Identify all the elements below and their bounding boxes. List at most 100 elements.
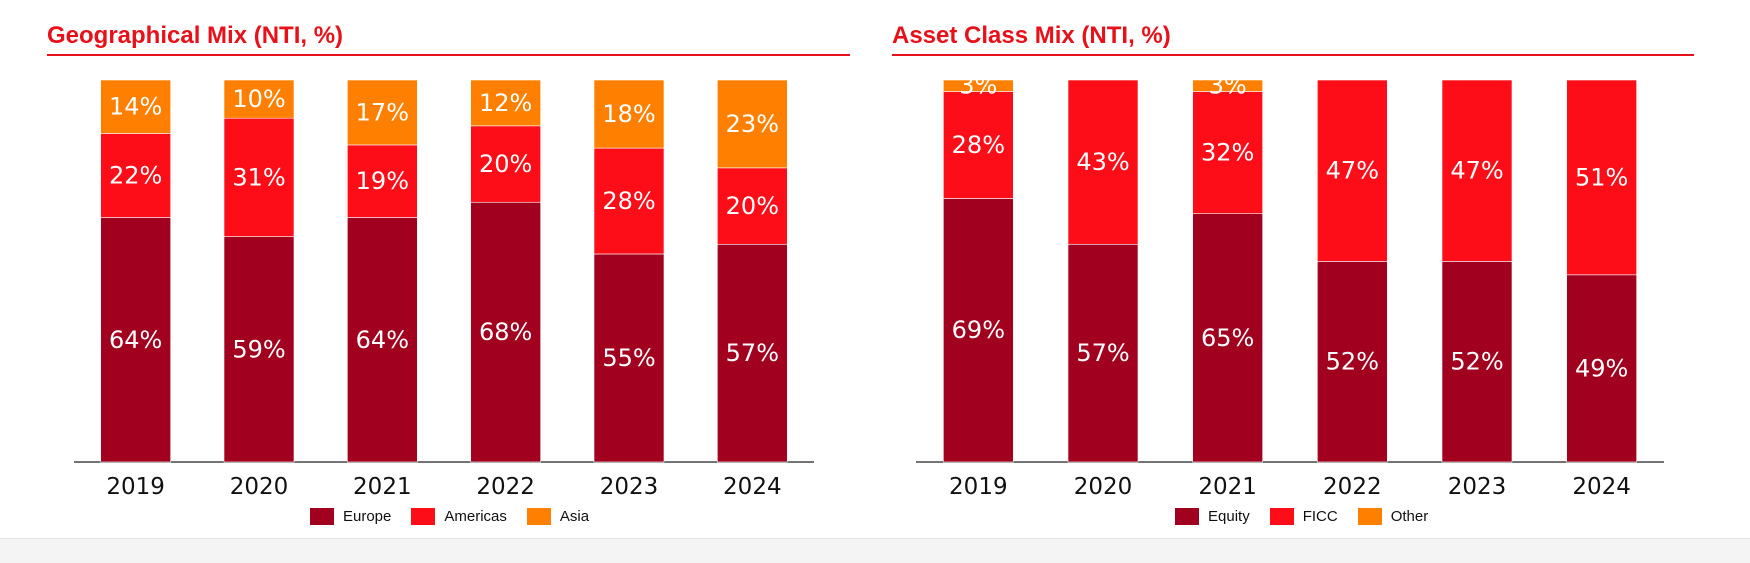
title-underline: [892, 54, 1694, 56]
bar-americas-2024: [717, 167, 788, 245]
data-label-asia-2023: 18%: [602, 100, 655, 128]
data-label-ficc-2023: 47%: [1450, 157, 1503, 185]
legend-item-equity: Equity: [1175, 508, 1250, 525]
data-label-other-2021: 3%: [1209, 72, 1247, 100]
data-label-americas-2022: 20%: [479, 150, 532, 178]
legend-item-other: Other: [1357, 508, 1429, 525]
data-label-ficc-2021: 32%: [1201, 139, 1254, 167]
x-tick-label: 2023: [1448, 474, 1507, 500]
bar-asia-2024: [717, 79, 788, 169]
bar-equity-2021: [1192, 213, 1263, 463]
x-tick-label: 2022: [476, 474, 535, 500]
legend-swatch-americas: [411, 508, 436, 525]
bar-europe-2021: [347, 217, 418, 463]
bar-ficc-2020: [1067, 79, 1139, 245]
data-label-equity-2020: 57%: [1076, 339, 1129, 367]
chart-title: Geographical Mix (NTI, %): [47, 22, 344, 49]
data-label-equity-2024: 49%: [1575, 354, 1628, 382]
bar-equity-2022: [1317, 261, 1388, 463]
legend-label: Other: [1390, 508, 1429, 525]
data-label-europe-2024: 57%: [726, 339, 779, 367]
asset-class-mix-chart: 69% 28% 3% 2019 57% 43% 2020 65% 32% 3% 2021 52% 47%…: [916, 72, 1664, 500]
legend-label: FICC: [1302, 508, 1338, 525]
bar-asia-2023: [593, 79, 665, 149]
data-label-ficc-2024: 51%: [1575, 163, 1628, 191]
legend-swatch-asia: [526, 508, 551, 525]
data-label-americas-2020: 31%: [232, 163, 285, 191]
data-label-asia-2019: 14%: [109, 93, 162, 121]
x-tick-label: 2019: [949, 474, 1008, 500]
data-label-equity-2019: 69%: [952, 316, 1005, 344]
x-tick-label: 2020: [230, 474, 289, 500]
legend-label: Europe: [343, 508, 392, 525]
bar-americas-2023: [593, 147, 665, 255]
legend: Europe Americas Asia: [310, 508, 589, 525]
x-tick-label: 2020: [1074, 474, 1133, 500]
bar-ficc-2023: [1441, 79, 1513, 262]
bar-europe-2022: [470, 201, 541, 463]
bar-equity-2020: [1067, 243, 1139, 463]
legend-swatch-equity: [1175, 508, 1199, 525]
bar-europe-2024: [717, 243, 788, 463]
bar-americas-2022: [470, 125, 541, 203]
data-label-americas-2023: 28%: [602, 187, 655, 215]
legend-label: Asia: [559, 508, 590, 525]
bar-asia-2019: [100, 79, 171, 134]
data-label-asia-2024: 23%: [726, 110, 779, 138]
x-tick-label: 2021: [1198, 474, 1257, 500]
legend-item-europe: Europe: [310, 508, 391, 525]
data-label-equity-2023: 52%: [1450, 348, 1503, 376]
data-label-asia-2021: 17%: [356, 98, 409, 126]
legend-item-ficc: FICC: [1269, 508, 1338, 525]
x-tick-label: 2024: [723, 474, 782, 500]
bar-europe-2019: [100, 217, 171, 463]
bar-americas-2020: [223, 117, 295, 237]
data-label-europe-2022: 68%: [479, 318, 532, 346]
bar-ficc-2024: [1566, 79, 1637, 276]
bar-asia-2022: [470, 79, 541, 127]
data-label-asia-2022: 12%: [479, 89, 532, 117]
geographical-mix-panel: Geographical Mix (NTI, %) 64% 22% 14% 2019 5…: [0, 0, 860, 535]
data-label-europe-2020: 59%: [232, 335, 285, 363]
legend-swatch-europe: [310, 508, 334, 525]
data-label-americas-2024: 20%: [726, 192, 779, 220]
legend-swatch-other: [1357, 508, 1382, 525]
bar-equity-2019: [943, 198, 1014, 463]
legend-label: Equity: [1208, 508, 1250, 525]
bar-ficc-2022: [1317, 79, 1388, 262]
legend-item-americas: Americas: [411, 508, 507, 525]
bar-ficc-2021: [1192, 91, 1263, 214]
bar-americas-2021: [347, 144, 418, 218]
x-tick-label: 2021: [353, 474, 412, 500]
x-tick-label: 2024: [1572, 474, 1631, 500]
geographical-mix-chart: 64% 22% 14% 2019 59% 31% 10% 2020 64% 19% 17% 2021 6…: [74, 79, 814, 500]
data-label-americas-2021: 19%: [356, 167, 409, 195]
data-label-other-2019: 3%: [959, 72, 997, 100]
bottom-strip: [0, 538, 1750, 563]
data-label-ficc-2019: 28%: [952, 131, 1005, 159]
bar-other-2021: [1192, 79, 1263, 92]
chart-title: Asset Class Mix (NTI, %): [892, 22, 1171, 49]
legend: Equity FICC Other: [1175, 508, 1428, 525]
data-label-ficc-2020: 43%: [1076, 148, 1129, 176]
x-tick-label: 2023: [600, 474, 659, 500]
data-label-americas-2019: 22%: [109, 162, 162, 190]
legend-label: Americas: [444, 508, 507, 525]
data-label-europe-2021: 64%: [356, 326, 409, 354]
x-tick-label: 2019: [106, 474, 165, 500]
x-tick-label: 2022: [1323, 474, 1382, 500]
asset-class-mix-panel: Asset Class Mix (NTI, %) 69% 28% 3% 2019 57%…: [880, 0, 1750, 535]
data-label-ficc-2022: 47%: [1326, 157, 1379, 185]
data-label-europe-2019: 64%: [109, 326, 162, 354]
bar-asia-2020: [223, 79, 295, 119]
bar-equity-2024: [1566, 274, 1637, 463]
legend-item-asia: Asia: [526, 508, 590, 525]
data-label-europe-2023: 55%: [602, 344, 655, 372]
legend-swatch-ficc: [1269, 508, 1294, 525]
title-underline: [47, 54, 850, 56]
data-label-asia-2020: 10%: [232, 85, 285, 113]
data-label-equity-2022: 52%: [1326, 348, 1379, 376]
bar-asia-2021: [347, 79, 418, 146]
bar-other-2019: [943, 79, 1014, 92]
bar-equity-2023: [1441, 261, 1513, 463]
